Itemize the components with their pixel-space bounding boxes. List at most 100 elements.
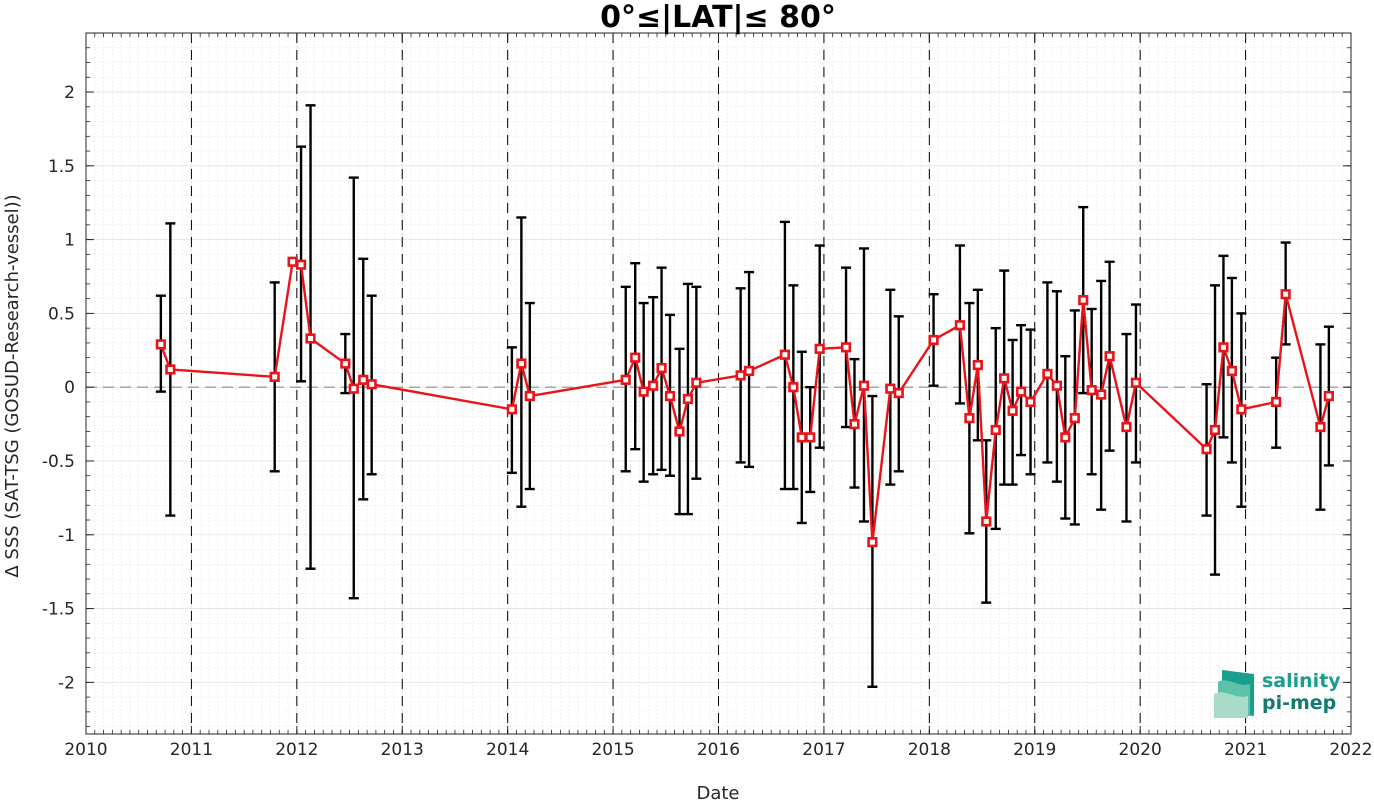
data-point: [358, 374, 369, 385]
data-point: [1069, 413, 1080, 424]
data-point: [805, 432, 816, 443]
y-tick-label: 0: [64, 378, 75, 398]
data-point: [155, 339, 166, 350]
chart-title: 0°≤|LAT|≤ 80°: [600, 0, 836, 35]
data-point: [954, 320, 966, 331]
data-point: [1015, 386, 1027, 397]
data-point: [1060, 432, 1071, 443]
x-tick-label: 2017: [802, 740, 845, 760]
y-tick-label: -1.5: [42, 600, 75, 620]
data-point: [348, 383, 359, 394]
data-point: [674, 426, 685, 437]
data-point: [656, 362, 667, 374]
y-axis-label: Δ SSS (SAT-TSG (GOSUD-Research-vessel)): [2, 194, 23, 577]
data-point: [928, 334, 939, 346]
x-tick-label: 2020: [1119, 740, 1162, 760]
x-tick-label: 2013: [381, 740, 424, 760]
data-point: [981, 516, 992, 527]
data-point: [779, 349, 791, 360]
y-tick-label: 1: [64, 231, 75, 251]
data-point: [269, 371, 280, 382]
data-point: [867, 537, 878, 548]
y-tick-label: 0.5: [48, 304, 75, 324]
data-point: [648, 380, 659, 391]
data-point: [1315, 421, 1326, 433]
data-point: [788, 382, 799, 393]
data-point: [1007, 405, 1018, 416]
data-point: [964, 413, 975, 424]
y-tick-label: -2: [58, 673, 75, 693]
data-point: [165, 364, 176, 375]
data-point: [1236, 404, 1247, 415]
data-point: [990, 424, 1001, 436]
data-point: [1201, 444, 1212, 455]
data-point: [893, 387, 904, 399]
data-point: [814, 343, 825, 354]
data-point: [1280, 289, 1291, 300]
data-point: [999, 373, 1010, 384]
year-divider-layer: [190, 33, 1247, 734]
y-tick-labels: 2 1.5 1 0.5 0 -0.5 -1 -1.5 -2: [42, 83, 75, 693]
data-point: [972, 359, 983, 371]
data-point: [620, 374, 631, 385]
data-point: [1042, 368, 1053, 380]
data-point: [735, 370, 746, 381]
data-point: [1121, 421, 1132, 433]
data-point: [1078, 295, 1089, 306]
data-point: [630, 352, 641, 363]
data-point: [743, 365, 755, 377]
x-tick-label: 2019: [1013, 740, 1056, 760]
data-point: [1209, 424, 1221, 436]
errorbar-layer: [155, 104, 1334, 688]
y-tick-label: -0.5: [42, 452, 75, 472]
data-point: [524, 390, 535, 402]
data-point: [305, 333, 316, 344]
x-tick-label: 2011: [170, 740, 213, 760]
data-point: [691, 377, 702, 388]
x-tick-label: 2014: [486, 740, 529, 760]
data-point: [1271, 396, 1282, 408]
data-point: [1086, 385, 1097, 396]
logo-wave-front: [1214, 692, 1248, 718]
y-tick-label: -1: [58, 526, 75, 546]
marker-layer: [155, 256, 1334, 548]
data-point: [295, 259, 307, 270]
logo-wave-icon: [1214, 670, 1254, 718]
data-point: [885, 383, 896, 394]
data-point: [796, 432, 807, 443]
tick-mark-layer: [85, 32, 1352, 734]
data-point: [1218, 342, 1229, 353]
data-point: [840, 342, 852, 353]
x-tick-labels: 2010 2011 2012 2013 2014 2015 2016 2017 2018 2019…: [64, 740, 1372, 760]
data-point: [1323, 390, 1334, 402]
x-tick-label: 2018: [908, 740, 951, 760]
data-point: [506, 404, 517, 415]
data-point: [1051, 380, 1062, 391]
data-point: [849, 418, 860, 430]
x-tick-label: 2021: [1224, 740, 1267, 760]
x-tick-label: 2022: [1329, 740, 1372, 760]
data-point: [1025, 396, 1036, 408]
data-point: [1104, 351, 1115, 362]
data-point: [340, 358, 351, 369]
data-point: [1130, 377, 1142, 388]
x-tick-label: 2016: [697, 740, 740, 760]
data-point: [366, 379, 377, 390]
x-tick-label: 2012: [275, 740, 318, 760]
data-point: [858, 380, 870, 391]
data-point: [664, 390, 676, 402]
salinity-pi-mep-logo: salinity pi-mep: [1214, 670, 1341, 718]
logo-text-line2: pi-mep: [1262, 692, 1336, 714]
y-tick-label: 1.5: [48, 157, 75, 177]
x-tick-label: 2010: [64, 740, 107, 760]
data-point: [1226, 365, 1237, 377]
data-point: [638, 386, 649, 397]
y-tick-label: 2: [64, 83, 75, 103]
data-point: [287, 256, 298, 267]
x-axis-label: Date: [696, 783, 739, 801]
data-point: [682, 393, 694, 405]
data-point: [1096, 389, 1107, 400]
x-tick-label: 2015: [591, 740, 634, 760]
